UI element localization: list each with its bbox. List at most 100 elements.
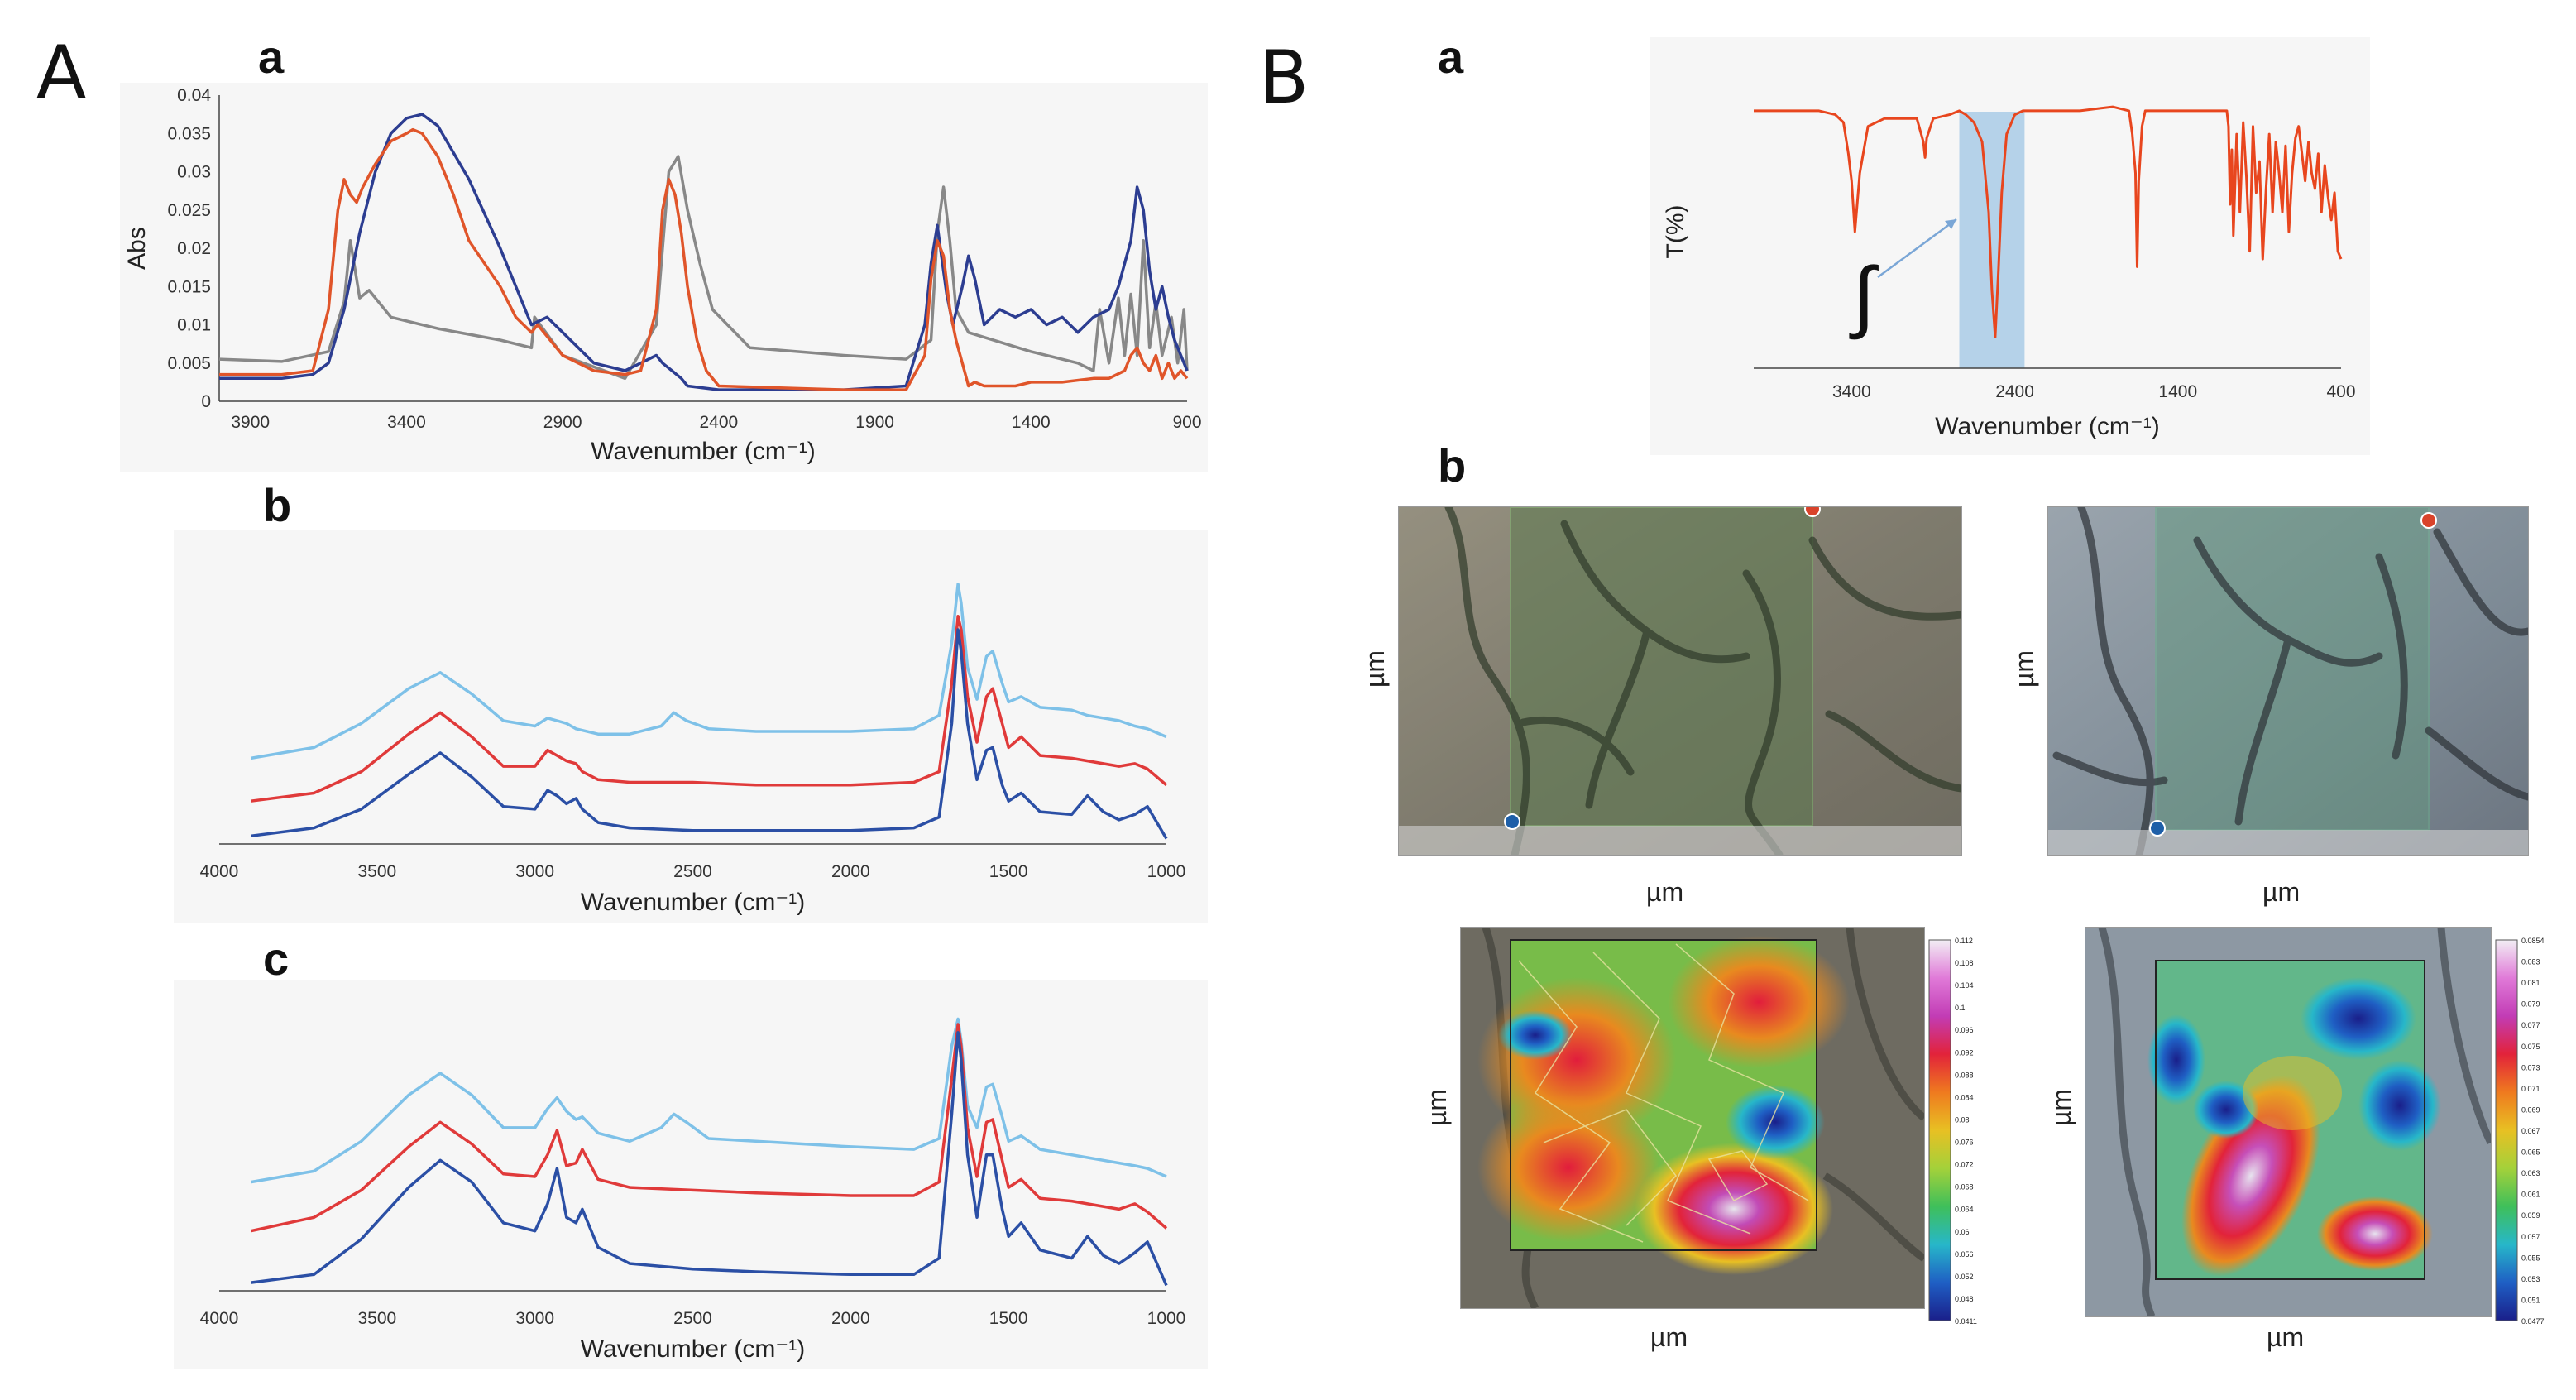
- chart-A-b: 4000 3500 3000 2500 2000 1500 1000 Wavenumber (…: [200, 583, 1185, 916]
- x-tick-label: 3400: [387, 413, 426, 432]
- map-top-right-xlabel: µm: [2262, 877, 2301, 907]
- y-tick-label: 0.02: [177, 239, 211, 258]
- series-line-dark-blue: [250, 628, 1168, 840]
- colorbar-gradient: [2495, 939, 2518, 1321]
- colorbar-tick-label: 0.108: [1955, 959, 1974, 967]
- integral-arrow-head: [1945, 219, 1956, 229]
- y-axis-title: T(%): [1662, 205, 1689, 259]
- series-line-blue: [219, 113, 1189, 391]
- x-tick-label: 4000: [200, 1309, 239, 1328]
- x-tick-label: 1900: [855, 413, 894, 432]
- colorbar-tick-label: 0.073: [2521, 1063, 2540, 1072]
- map-bottom-left-xlabel: µm: [1650, 1322, 1688, 1352]
- map-bottom-right-ylabel: µm: [2047, 1088, 2077, 1127]
- colorbar-tick-label: 0.056: [1955, 1250, 1974, 1259]
- panel-label-A: A: [36, 30, 87, 115]
- series-line-gray: [218, 155, 1189, 381]
- colorbar-tick-label: 0.079: [2521, 1000, 2540, 1009]
- x-tick-label: 3900: [231, 413, 270, 432]
- map-top-left-ylabel: µm: [1360, 650, 1391, 688]
- map-bottom-right-image: [2085, 928, 2491, 1316]
- series-line-red: [250, 1023, 1168, 1233]
- colorbar-left: 0.112 0.108 0.104 0.1 0.096 0.092 0.088 0.084 0.…: [1928, 937, 1977, 1326]
- colorbar-tick-label: 0.072: [1955, 1161, 1974, 1169]
- colorbar-tick-label: 0.088: [1955, 1071, 1974, 1079]
- colorbar-tick-label: 0.065: [2521, 1148, 2540, 1157]
- x-tick-label: 2900: [543, 413, 582, 432]
- y-tick-label: 0: [201, 392, 211, 411]
- series-line-dark-blue: [250, 1031, 1168, 1287]
- integral-symbol: ∫: [1849, 252, 1879, 340]
- y-tick-label: 0.04: [177, 86, 211, 105]
- colorbar-tick-label: 0.059: [2521, 1211, 2540, 1220]
- colorbar-tick-label: 0.08: [1955, 1115, 1970, 1124]
- colorbar-tick-label: 0.068: [1955, 1183, 1974, 1191]
- colorbar-tick-label: 0.0854: [2521, 937, 2545, 945]
- colorbar-tick-label: 0.096: [1955, 1026, 1974, 1034]
- map-top-right-image: [2048, 507, 2528, 855]
- x-tick-label: 2400: [1995, 382, 2034, 401]
- chart-A-c-background: [174, 980, 1208, 1369]
- colorbar-tick-label: 0.077: [2521, 1021, 2540, 1029]
- integral-arrow: [1877, 218, 1957, 279]
- x-tick-label: 2000: [831, 1309, 870, 1328]
- x-tick-label: 2500: [673, 1309, 712, 1328]
- map-top-right-ylabel: µm: [2009, 650, 2040, 688]
- x-tick-label: 2400: [700, 413, 739, 432]
- y-tick-label: 0.035: [167, 124, 211, 143]
- colorbar-gradient: [1928, 939, 1951, 1321]
- y-tick-label: 0.005: [167, 354, 211, 373]
- x-tick-label: 1400: [1012, 413, 1051, 432]
- colorbar-tick-label: 0.081: [2521, 979, 2540, 987]
- colorbar-tick-label: 0.053: [2521, 1275, 2540, 1283]
- maps-label: b: [1438, 439, 1467, 491]
- colorbar-tick-label: 0.048: [1955, 1295, 1974, 1303]
- series-line-orange: [219, 127, 1189, 391]
- chart-A-b-label: b: [263, 479, 292, 531]
- y-tick-label: 0.03: [177, 163, 211, 182]
- series-line-red: [250, 615, 1168, 803]
- colorbar-tick-label: 0.051: [2521, 1296, 2540, 1304]
- x-tick-label: 3000: [515, 862, 554, 881]
- y-tick-label: 0.01: [177, 316, 211, 335]
- chart-B-a: 3400 2400 1400 400 Wavenumber (cm⁻¹) T(%) ∫: [1662, 105, 2356, 440]
- colorbar-tick-label: 0.076: [1955, 1139, 1974, 1147]
- colorbar-tick-label: 0.084: [1955, 1093, 1974, 1101]
- y-axis-title: Abs: [123, 227, 151, 270]
- map-top-left: [1398, 506, 1962, 856]
- x-tick-label: 3400: [1832, 382, 1871, 401]
- colorbar-tick-label: 0.055: [2521, 1254, 2540, 1262]
- map-bottom-left: [1460, 927, 1925, 1309]
- series-line-light-blue: [250, 583, 1167, 760]
- x-tick-label: 900: [1172, 413, 1201, 432]
- series-line-light-blue: [250, 1017, 1167, 1184]
- map-bottom-right: [2085, 927, 2492, 1317]
- colorbar-tick-label: 0.069: [2521, 1105, 2540, 1114]
- colorbar-tick-label: 0.092: [1955, 1048, 1974, 1057]
- chart-A-c: 4000 3500 3000 2500 2000 1500 1000 Wavenumber (…: [200, 1017, 1185, 1363]
- chart-A-a: 3900 3400 2900 2400 1900 1400 900 0 0.005 0.01 0.0…: [123, 86, 1202, 465]
- colorbar-tick-label: 0.083: [2521, 958, 2540, 966]
- x-axis-title: Wavenumber (cm⁻¹): [581, 1335, 805, 1363]
- x-tick-label: 4000: [200, 862, 239, 881]
- x-tick-label: 1500: [989, 862, 1028, 881]
- x-tick-label: 3000: [515, 1309, 554, 1328]
- colorbar-tick-label: 0.112: [1955, 937, 1973, 945]
- y-tick-label: 0.025: [167, 201, 211, 220]
- colorbar-tick-label: 0.104: [1955, 981, 1974, 990]
- x-axis-title: Wavenumber (cm⁻¹): [581, 889, 805, 916]
- x-tick-label: 3500: [357, 862, 396, 881]
- x-tick-label: 3500: [357, 1309, 396, 1328]
- x-tick-label: 1400: [2158, 382, 2197, 401]
- colorbar-tick-label: 0.075: [2521, 1043, 2540, 1051]
- colorbar-tick-label: 0.063: [2521, 1169, 2540, 1177]
- chart-B-a-label: a: [1438, 31, 1464, 83]
- x-axis-title: Wavenumber (cm⁻¹): [591, 438, 815, 465]
- map-bottom-left-image: [1461, 928, 1924, 1308]
- colorbar-tick-label: 0.052: [1955, 1273, 1974, 1281]
- y-tick-label: 0.015: [167, 277, 211, 296]
- chart-A-b-background: [174, 530, 1208, 923]
- chart-A-a-label: a: [258, 31, 285, 83]
- colorbar-tick-label: 0.057: [2521, 1233, 2540, 1241]
- chart-A-c-label: c: [263, 933, 290, 985]
